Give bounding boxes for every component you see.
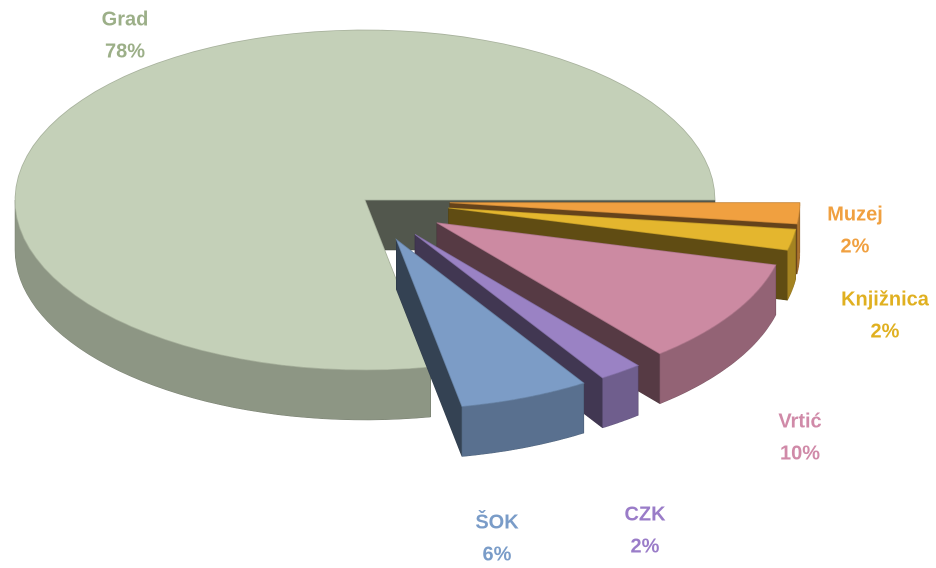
slice bbox=[395, 238, 585, 407]
slice bbox=[448, 207, 797, 251]
slice bbox=[436, 222, 777, 355]
value-label: 78% bbox=[105, 40, 145, 62]
value-label: 2% bbox=[631, 535, 660, 557]
slice-label: CZK bbox=[624, 503, 666, 525]
value-label: 2% bbox=[871, 320, 900, 342]
slice bbox=[14, 29, 716, 371]
value-label: 10% bbox=[780, 442, 820, 464]
slice-label: Knjižnica bbox=[841, 288, 930, 310]
slice-label: ŠOK bbox=[475, 509, 519, 533]
slice-label: Grad bbox=[102, 8, 149, 30]
slice bbox=[449, 202, 801, 225]
slice bbox=[414, 234, 640, 379]
value-label: 6% bbox=[483, 543, 512, 565]
slice-label: Muzej bbox=[827, 203, 883, 225]
slice-label: Vrtić bbox=[778, 410, 821, 432]
value-label: 2% bbox=[841, 235, 870, 257]
